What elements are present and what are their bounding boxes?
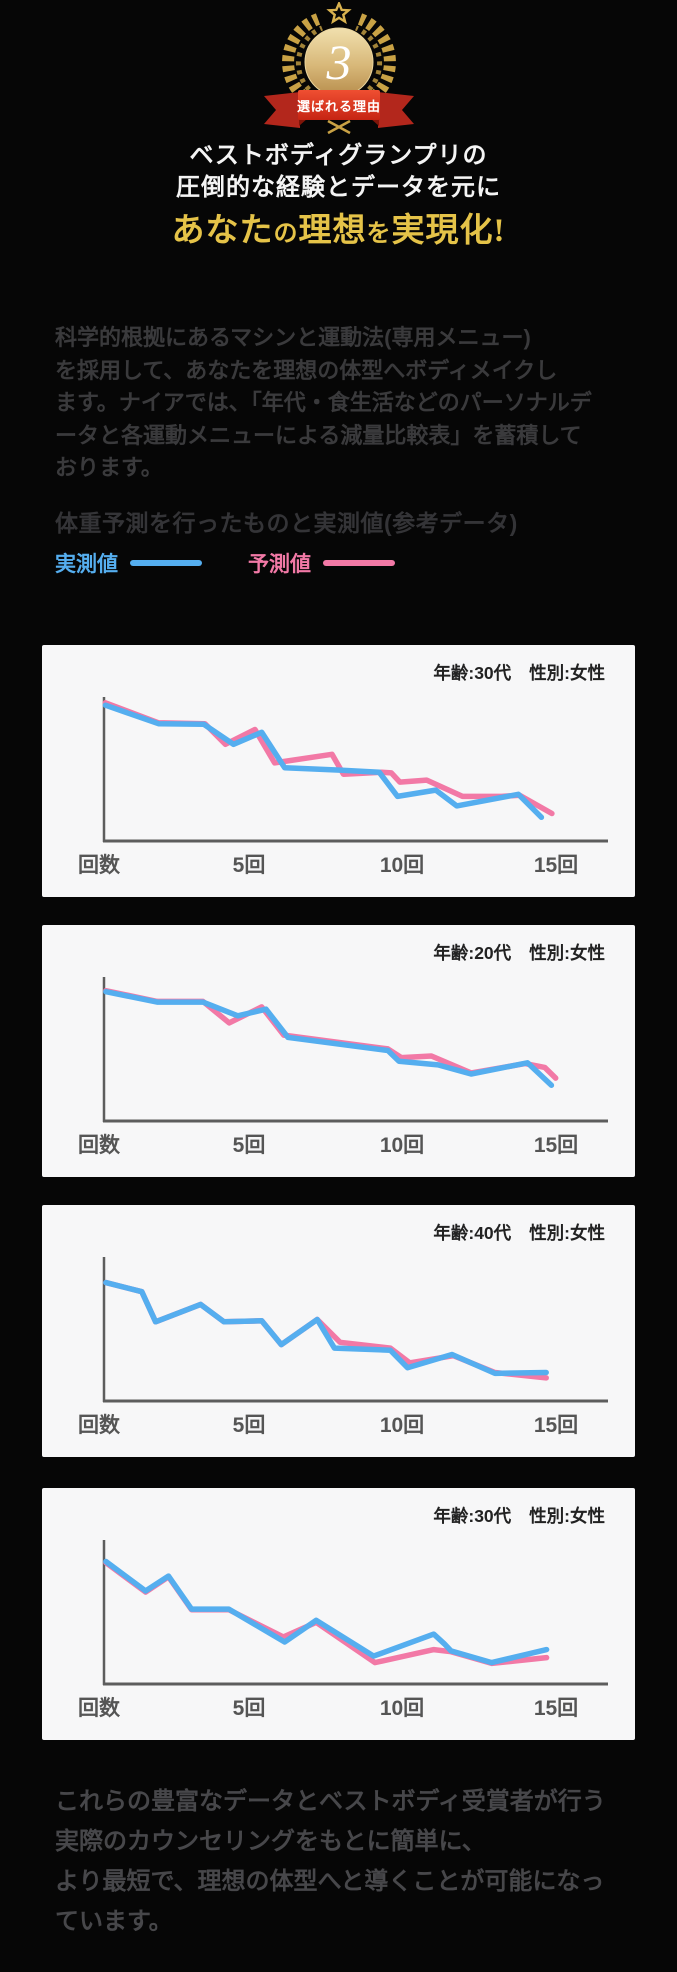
intro-line: おります。 <box>55 455 163 480</box>
star-icon <box>325 2 352 25</box>
outro-line: 実際のカウンセリングをもとに簡単に、 <box>55 1828 486 1855</box>
badge-number: 3 <box>325 34 351 90</box>
intro-line: ータと各運動メニューによる減量比較表」を蓄積して <box>55 422 582 448</box>
sex-label: 性別:女性 <box>529 663 605 683</box>
age-label: 年齢:20代 <box>433 943 512 963</box>
crossed-stems-icon <box>326 119 351 135</box>
x-tick: 15回 <box>534 1697 578 1720</box>
award-badge: 3 選ばれる理由 <box>263 2 414 135</box>
x-tick: 15回 <box>534 854 578 877</box>
x-tick: 回数 <box>78 1134 121 1157</box>
x-tick: 10回 <box>380 1697 424 1720</box>
age-label: 年齢:30代 <box>433 663 512 683</box>
x-tick: 5回 <box>233 1414 266 1437</box>
legend-actual-swatch <box>130 560 202 566</box>
x-tick: 回数 <box>78 1414 121 1437</box>
outro-line: ています。 <box>55 1908 173 1935</box>
weight-line-chart: 回数 5回 10回 15回 <box>78 1540 608 1720</box>
hero-highlight: あなたの理想を実現化! <box>0 212 677 253</box>
highlight-part: あなた <box>171 213 274 249</box>
chart-condition-label: 年齢:40代 性別:女性 <box>433 1220 605 1245</box>
legend-actual-label: 実測値 <box>55 553 118 576</box>
x-tick: 5回 <box>233 1134 266 1157</box>
x-tick: 15回 <box>534 1134 578 1157</box>
x-tick: 10回 <box>380 1134 424 1157</box>
intro-paragraph: 科学的根拠にあるマシンと運動法(専用メニュー) を採用して、あなたを理想の体型へ… <box>55 322 635 485</box>
laurel-wreath-icon <box>281 13 396 114</box>
highlight-particle: を <box>366 221 392 247</box>
highlight-part: 理想 <box>298 213 367 249</box>
ribbon-label: 選ばれる理由 <box>296 99 380 114</box>
highlight-particle: の <box>273 221 299 247</box>
ribbon-banner: 選ばれる理由 <box>263 90 414 128</box>
chart-card-30s-female: 回数 5回 10回 15回 年齢:30代 性別:女性 <box>42 645 635 897</box>
x-tick: 回数 <box>78 854 121 877</box>
x-tick: 5回 <box>233 854 266 877</box>
age-label: 年齢:40代 <box>433 1223 512 1243</box>
section-heading: 体重予測を行ったものと実測値(参考データ) <box>55 510 518 536</box>
sex-label: 性別:女性 <box>529 1223 605 1243</box>
x-tick: 10回 <box>380 854 424 877</box>
legend-predicted-label: 予測値 <box>248 553 311 576</box>
age-label: 年齢:30代 <box>433 1506 512 1526</box>
sex-label: 性別:女性 <box>529 1506 605 1526</box>
highlight-part: 実現化! <box>391 213 506 249</box>
x-tick: 5回 <box>233 1697 266 1720</box>
intro-line: 科学的根拠にあるマシンと運動法(専用メニュー) <box>55 325 531 350</box>
weight-line-chart: 回数 5回 10回 15回 <box>78 1257 608 1437</box>
sex-label: 性別:女性 <box>529 943 605 963</box>
hero-title-line2: 圧倒的な経験とデータを元に <box>176 175 501 201</box>
x-tick: 15回 <box>534 1414 578 1437</box>
chart-condition-label: 年齢:30代 性別:女性 <box>433 660 605 685</box>
weight-line-chart: 回数 5回 10回 15回 <box>78 697 608 877</box>
weight-line-chart: 回数 5回 10回 15回 <box>78 977 608 1157</box>
chart-condition-label: 年齢:20代 性別:女性 <box>433 940 605 965</box>
hero-title: ベストボディグランプリの 圧倒的な経験とデータを元に <box>0 140 677 204</box>
x-tick: 10回 <box>380 1414 424 1437</box>
outro-line: これらの豊富なデータとベストボディ受賞者が行う <box>55 1788 606 1815</box>
chart-card-40s-female: 回数 5回 10回 15回 年齢:40代 性別:女性 <box>42 1205 635 1457</box>
intro-line: を採用して、あなたを理想の体型へボディメイクし <box>55 357 558 383</box>
x-tick: 回数 <box>78 1697 121 1720</box>
outro-line: より最短で、理想の体型へと導くことが可能になっ <box>55 1868 605 1895</box>
outro-paragraph: これらの豊富なデータとベストボディ受賞者が行う 実際のカウンセリングをもとに簡単… <box>55 1782 640 1942</box>
chart-condition-label: 年齢:30代 性別:女性 <box>433 1503 605 1528</box>
chart-legend: 実測値 予測値 <box>55 548 395 578</box>
hero-title-line1: ベストボディグランプリの <box>189 143 488 169</box>
chart-card-20s-female: 回数 5回 10回 15回 年齢:20代 性別:女性 <box>42 925 635 1177</box>
intro-line: ます。ナイアでは、「年代・食生活などのパーソナルデ <box>55 390 592 415</box>
legend-predicted-swatch <box>323 560 395 566</box>
chart-card-30s-female-2: 回数 5回 10回 15回 年齢:30代 性別:女性 <box>42 1488 635 1740</box>
